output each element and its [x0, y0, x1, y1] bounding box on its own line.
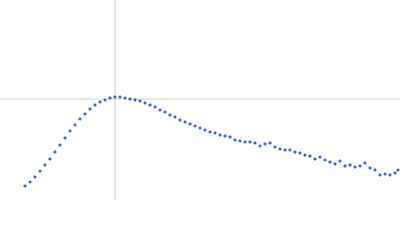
data-point: [108, 96, 112, 100]
data-point: [298, 151, 302, 155]
data-point: [313, 157, 317, 161]
data-point: [88, 107, 92, 111]
data-point: [103, 98, 107, 102]
data-point: [153, 105, 157, 109]
data-point: [93, 103, 97, 107]
data-point: [303, 153, 307, 157]
data-point: [43, 163, 47, 167]
data-point: [343, 164, 347, 168]
data-point: [28, 180, 32, 184]
data-point: [243, 140, 247, 144]
data-point: [208, 130, 212, 134]
data-point: [73, 123, 77, 127]
data-point: [113, 95, 117, 99]
data-point: [273, 145, 277, 149]
data-point: [118, 95, 122, 99]
data-point: [338, 159, 342, 163]
data-point: [353, 165, 357, 169]
data-point: [373, 168, 377, 172]
data-point: [38, 169, 42, 173]
data-point: [133, 98, 137, 102]
data-point: [358, 164, 362, 168]
data-point: [378, 173, 382, 177]
data-point: [23, 184, 27, 188]
data-point: [148, 103, 152, 107]
data-point: [163, 110, 167, 114]
data-point: [288, 148, 292, 152]
data-point: [268, 141, 272, 145]
data-point: [318, 155, 322, 159]
data-point: [143, 101, 147, 105]
data-point: [33, 175, 37, 179]
data-point: [128, 97, 132, 101]
data-point: [178, 118, 182, 122]
data-point: [193, 124, 197, 128]
data-point: [308, 154, 312, 158]
data-point: [388, 173, 392, 177]
data-point: [63, 136, 67, 140]
data-point: [238, 139, 242, 143]
data-point: [188, 122, 192, 126]
data-point: [263, 142, 267, 146]
data-point: [123, 96, 127, 100]
data-point: [98, 100, 102, 104]
data-point: [228, 135, 232, 139]
data-point: [138, 99, 142, 103]
data-point: [48, 157, 52, 161]
data-point: [58, 143, 62, 147]
data-point: [83, 112, 87, 116]
data-point: [333, 162, 337, 166]
data-point: [173, 115, 177, 119]
data-point: [368, 166, 372, 170]
data-point: [323, 158, 327, 162]
data-point: [168, 113, 172, 117]
data-point: [203, 128, 207, 132]
data-point: [198, 126, 202, 130]
data-point: [258, 144, 262, 148]
data-point: [396, 168, 400, 172]
data-point: [213, 131, 217, 135]
data-point: [253, 141, 257, 145]
data-point: [383, 172, 387, 176]
data-point: [78, 117, 82, 121]
chart: [0, 0, 400, 200]
data-point: [393, 171, 397, 175]
data-point: [223, 134, 227, 138]
data-point: [328, 160, 332, 164]
data-point: [53, 150, 57, 154]
data-point: [348, 163, 352, 167]
data-point: [218, 133, 222, 137]
data-point: [293, 150, 297, 154]
data-point: [68, 129, 72, 133]
data-point: [278, 147, 282, 151]
data-point: [283, 148, 287, 152]
data-point: [233, 138, 237, 142]
data-point: [183, 120, 187, 124]
data-point: [363, 161, 367, 165]
data-point: [248, 140, 252, 144]
data-point: [158, 108, 162, 112]
page: {"chart_data": {"type": "scatter", "x": …: [0, 0, 400, 200]
